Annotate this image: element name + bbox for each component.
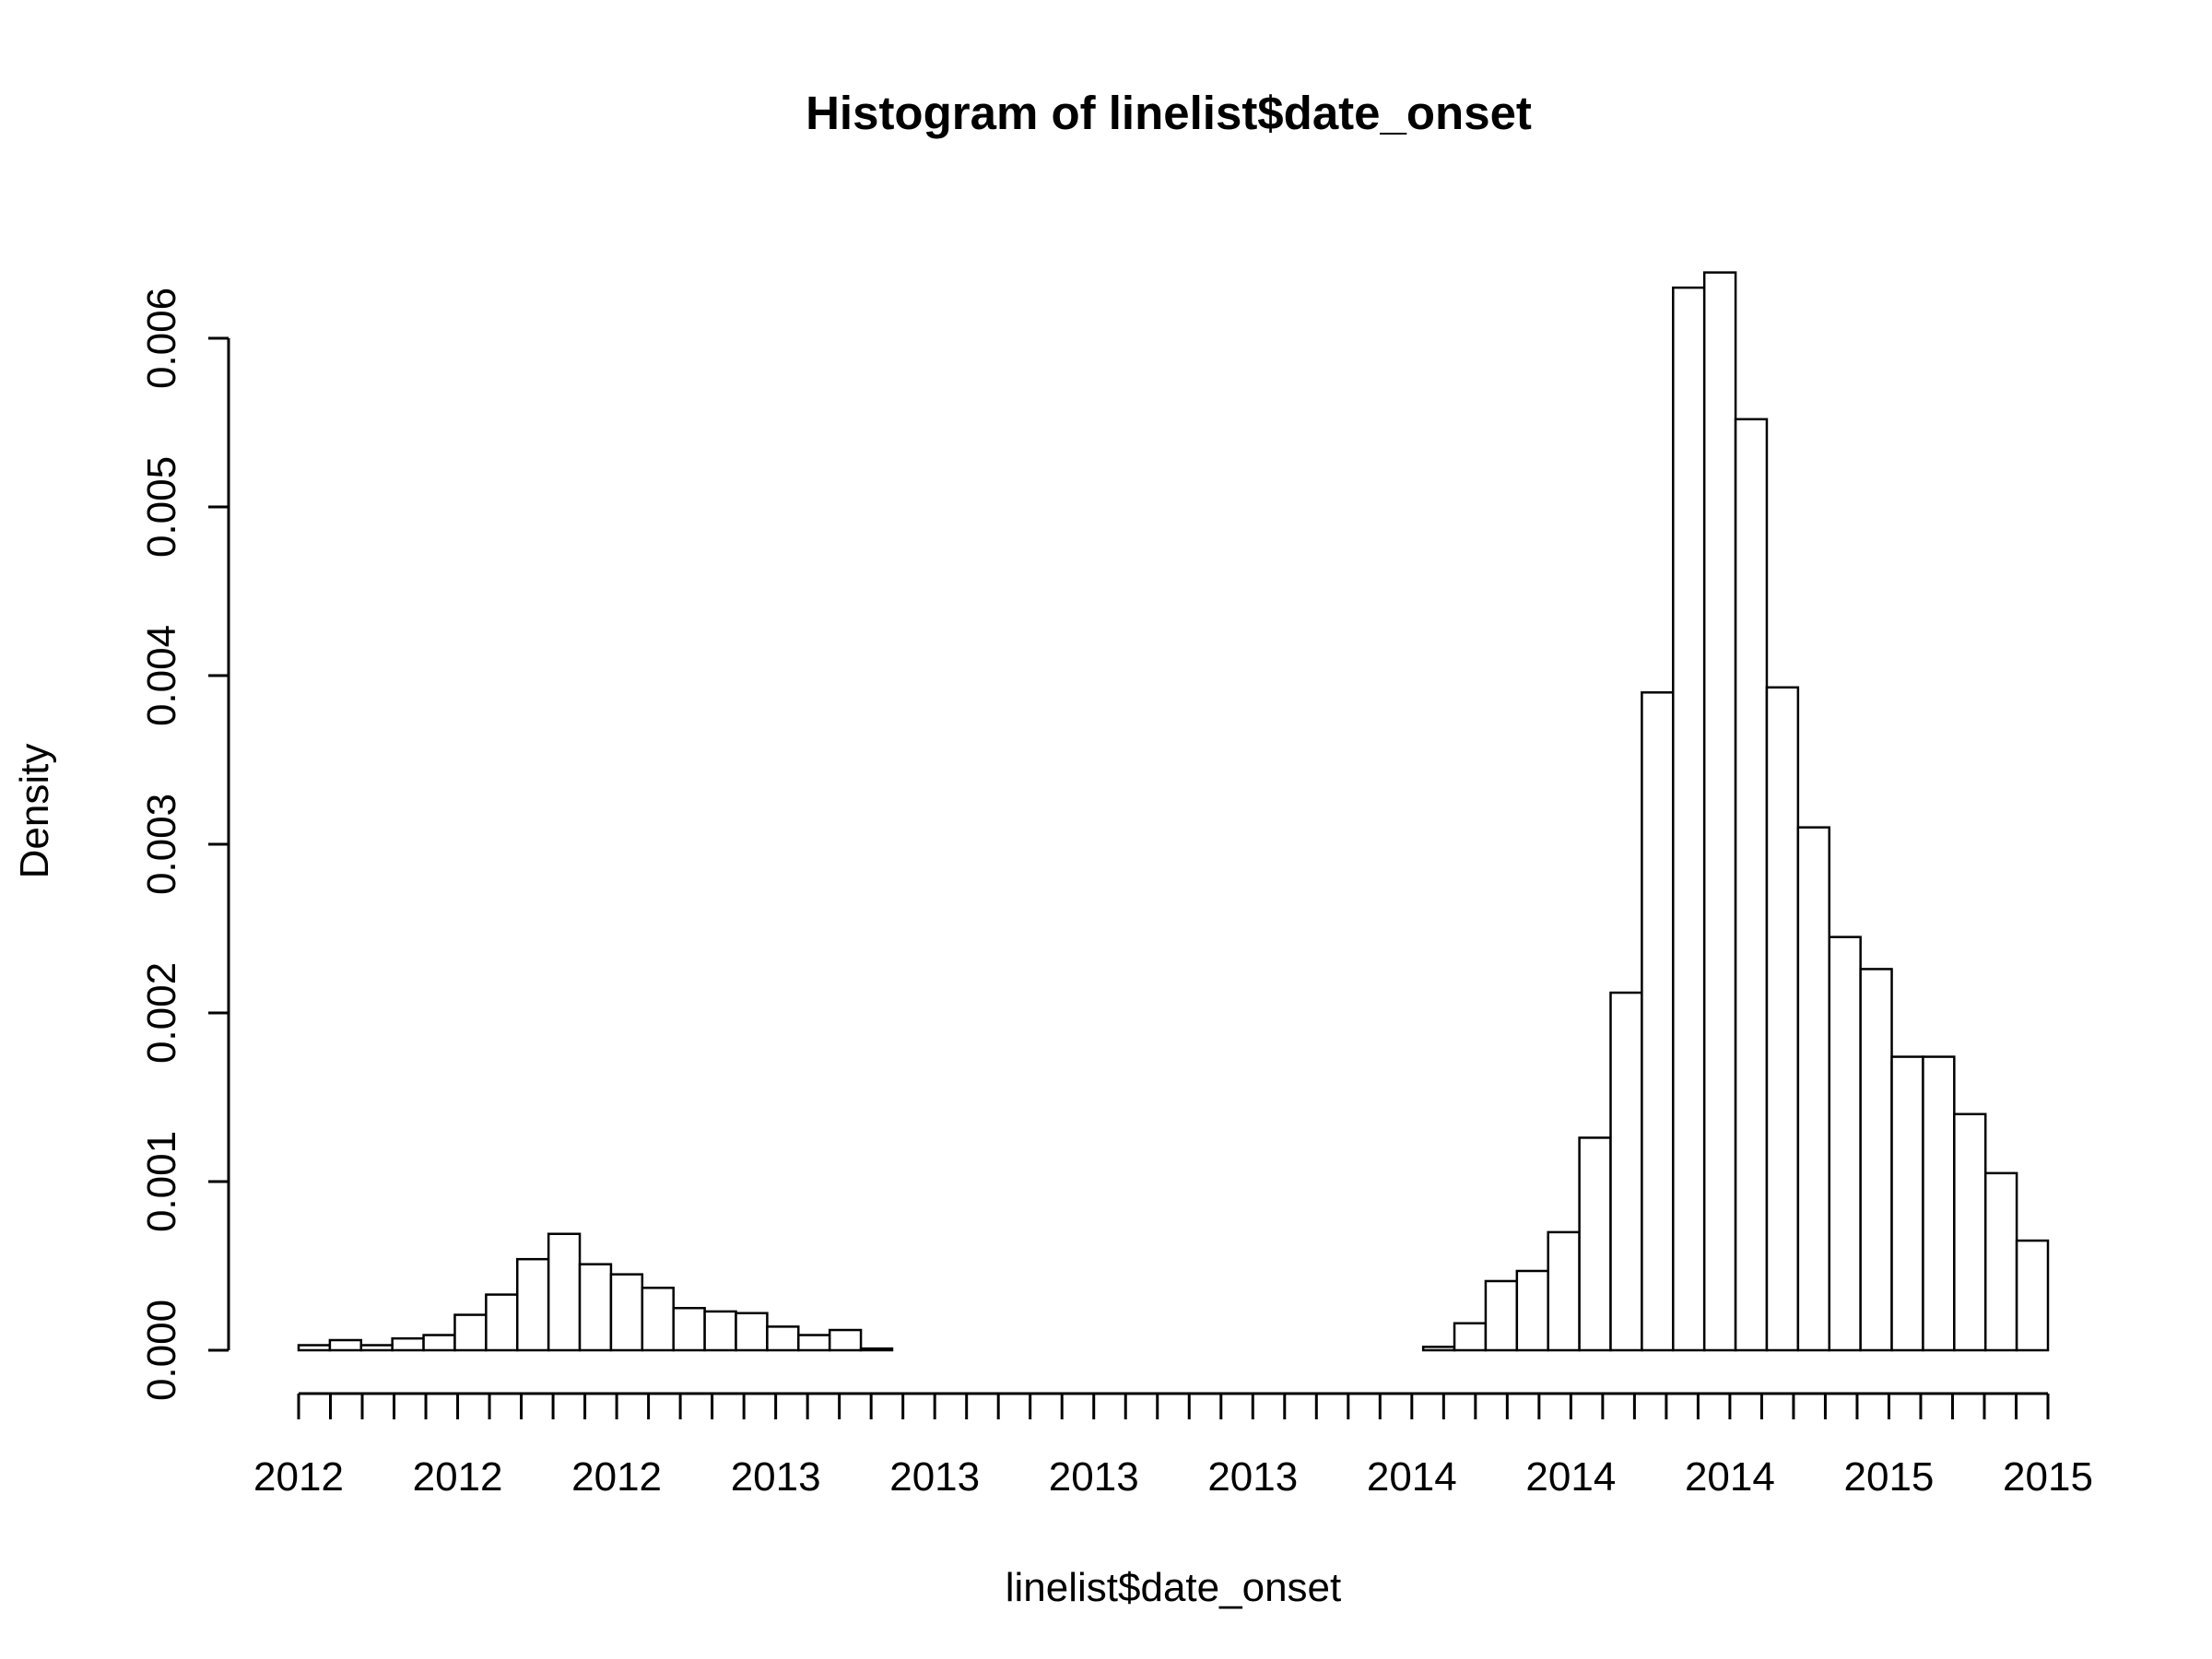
chart-title: Histogram of linelist$date_onset (806, 87, 1532, 139)
histogram-bar (1702, 271, 1737, 1352)
bars-group (297, 271, 2050, 1352)
histogram-bar (828, 1328, 863, 1352)
y-tick-label: 0.005 (139, 456, 184, 558)
y-tick-label: 0.006 (139, 288, 184, 389)
histogram-bar (328, 1338, 363, 1352)
histogram-bar (1983, 1171, 2018, 1352)
histogram-bar (641, 1287, 675, 1352)
x-tick-label: 2013 (889, 1454, 980, 1500)
histogram-bar (766, 1325, 800, 1352)
histogram-bar (672, 1307, 706, 1352)
histogram-bar (1547, 1230, 1581, 1352)
x-tick-label: 2015 (2003, 1454, 2093, 1500)
histogram-bar (1578, 1136, 1612, 1352)
histogram-bar (359, 1344, 394, 1352)
histogram-bar (453, 1313, 488, 1352)
x-tick-label: 2013 (1207, 1454, 1298, 1500)
histogram-bar (703, 1310, 737, 1352)
histogram-bar (547, 1232, 582, 1352)
x-tick-label: 2013 (731, 1454, 821, 1500)
y-tick-label: 0.003 (139, 794, 184, 895)
histogram-bar (391, 1336, 425, 1352)
histogram-bar (1953, 1112, 1987, 1352)
y-axis-label: Density (12, 744, 57, 879)
x-tick-label: 2012 (253, 1454, 344, 1500)
histogram-bar (1484, 1279, 1519, 1352)
x-tick-label: 2012 (571, 1454, 662, 1500)
x-tick-label: 2014 (1685, 1454, 1775, 1500)
histogram-bar (1922, 1055, 1956, 1352)
histogram-bar (1515, 1269, 1549, 1352)
histogram-bar (1672, 286, 1706, 1352)
x-axis-tick-labels: 2012 2012 2012 2013 2013 2013 2013 2014 2014 2014… (253, 1454, 2093, 1500)
x-tick-label: 2015 (1844, 1454, 1935, 1500)
x-axis-ticks (297, 1394, 2050, 1419)
histogram-bar (485, 1293, 519, 1352)
histogram-bar (1890, 1055, 1924, 1352)
histogram-bar (1609, 991, 1643, 1352)
histogram-bar (1796, 826, 1831, 1352)
histogram-bar (1859, 968, 1893, 1352)
x-tick-label: 2013 (1049, 1454, 1139, 1500)
histogram-bar (859, 1347, 894, 1352)
x-tick-label: 2012 (413, 1454, 503, 1500)
x-axis-label: linelist$date_onset (1006, 1565, 1341, 1610)
histogram-bar (797, 1334, 831, 1352)
x-tick-label: 2014 (1525, 1454, 1616, 1500)
y-tick-label: 0.004 (139, 625, 184, 726)
histogram-bar (735, 1312, 769, 1352)
histogram-bar (1734, 418, 1769, 1352)
histogram-bar (1453, 1322, 1488, 1352)
y-tick-label: 0.001 (139, 1131, 184, 1232)
histogram-bar (578, 1263, 613, 1352)
histogram-bar (516, 1257, 550, 1352)
histogram-bar (422, 1334, 456, 1352)
histogram-bar (1765, 686, 1800, 1352)
histogram-bar (1641, 691, 1675, 1352)
histogram-bar (2015, 1239, 2050, 1352)
x-tick-label: 2014 (1367, 1454, 1457, 1500)
y-tick-label: 0.000 (139, 1300, 184, 1401)
y-tick-label: 0.002 (139, 962, 184, 1064)
histogram-bar (1421, 1346, 1456, 1352)
y-axis-ticks: 0.000 0.001 0.002 0.003 0.004 0.005 0.006 (139, 288, 229, 1401)
histogram-bar (609, 1273, 644, 1352)
histogram-bar (297, 1344, 332, 1352)
histogram-bar (1828, 935, 1862, 1352)
